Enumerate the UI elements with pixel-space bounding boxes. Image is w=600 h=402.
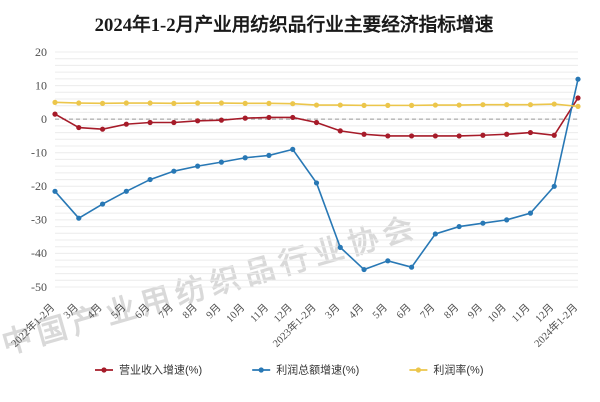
svg-text:3月: 3月 <box>323 302 343 322</box>
svg-text:-10: -10 <box>31 146 47 160</box>
svg-text:6月: 6月 <box>133 302 153 322</box>
svg-text:4月: 4月 <box>347 302 367 322</box>
svg-text:10: 10 <box>35 79 47 93</box>
svg-text:3月: 3月 <box>61 302 81 322</box>
svg-text:7月: 7月 <box>418 302 438 322</box>
svg-text:0: 0 <box>41 112 47 126</box>
svg-text:2024年1-2月: 2024年1-2月 <box>531 301 580 350</box>
svg-text:-40: -40 <box>31 246 47 260</box>
svg-text:9月: 9月 <box>465 302 485 322</box>
svg-text:10月: 10月 <box>485 302 508 325</box>
svg-text:利润总额增速(%): 利润总额增速(%) <box>276 363 359 377</box>
svg-text:7月: 7月 <box>156 302 176 322</box>
svg-text:8月: 8月 <box>442 302 462 322</box>
svg-text:2023年1-2月: 2023年1-2月 <box>270 301 319 350</box>
svg-text:8月: 8月 <box>180 302 200 322</box>
svg-text:4月: 4月 <box>85 302 105 322</box>
svg-text:6月: 6月 <box>394 302 414 322</box>
svg-text:5月: 5月 <box>370 302 390 322</box>
svg-text:9月: 9月 <box>204 302 224 322</box>
svg-text:利润率(%): 利润率(%) <box>433 363 483 377</box>
svg-text:营业收入增速(%): 营业收入增速(%) <box>119 363 202 377</box>
svg-text:10月: 10月 <box>224 302 247 325</box>
svg-text:20: 20 <box>35 45 47 59</box>
svg-text:-30: -30 <box>31 213 47 227</box>
svg-text:5月: 5月 <box>109 302 129 322</box>
svg-text:2022年1-2月: 2022年1-2月 <box>8 301 57 350</box>
svg-text:-50: -50 <box>31 280 47 294</box>
svg-text:11月: 11月 <box>510 302 533 325</box>
svg-text:11月: 11月 <box>248 302 271 325</box>
svg-text:-20: -20 <box>31 179 47 193</box>
